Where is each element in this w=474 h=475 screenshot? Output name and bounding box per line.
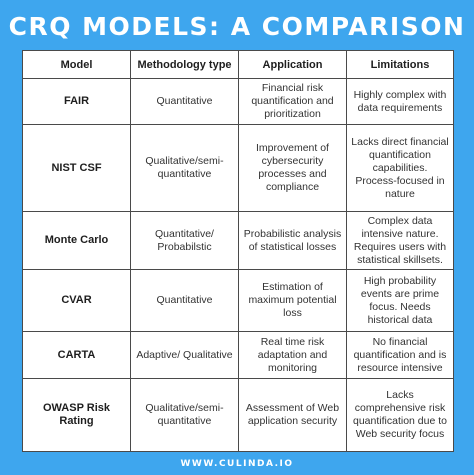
- model-cell: Monte Carlo: [22, 211, 131, 270]
- header-application: Application: [238, 50, 347, 79]
- application-cell: Probabilistic analysis of statistical lo…: [238, 211, 347, 270]
- table-row: CARTA Adaptive/ Qualitative Real time ri…: [22, 331, 454, 379]
- model-cell: OWASP Risk Rating: [22, 378, 131, 452]
- table-row: OWASP Risk Rating Qualitative/semi-quant…: [22, 378, 454, 452]
- header-model: Model: [22, 50, 131, 79]
- comparison-table: Model Methodology type Application Limit…: [22, 50, 454, 452]
- methodology-cell: Quantitative: [130, 269, 239, 332]
- methodology-cell: Qualitative/semi-quantitative: [130, 378, 239, 452]
- limitations-cell: Complex data intensive nature. Requires …: [346, 211, 454, 270]
- limitations-cell: High probability events are prime focus.…: [346, 269, 454, 332]
- table-row: FAIR Quantitative Financial risk quantif…: [22, 78, 454, 125]
- table-row: NIST CSF Qualitative/semi-quantitative I…: [22, 124, 454, 212]
- header-methodology-type: Methodology type: [130, 50, 239, 79]
- model-cell: NIST CSF: [22, 124, 131, 212]
- limitations-cell: No financial quantification and is resou…: [346, 331, 454, 379]
- limitations-cell: Lacks direct financial quantification ca…: [346, 124, 454, 212]
- model-cell: CVAR: [22, 269, 131, 332]
- model-cell: CARTA: [22, 331, 131, 379]
- table-row: Monte Carlo Quantitative/ Probabilstic P…: [22, 211, 454, 270]
- application-cell: Real time risk adaptation and monitoring: [238, 331, 347, 379]
- limitations-cell: Lacks comprehensive risk quantification …: [346, 378, 454, 452]
- header-limitations: Limitations: [346, 50, 454, 79]
- limitations-cell: Highly complex with data requirements: [346, 78, 454, 125]
- model-cell: FAIR: [22, 78, 131, 125]
- page-title: CRQ MODELS: A COMPARISON: [8, 12, 466, 41]
- application-cell: Estimation of maximum potential loss: [238, 269, 347, 332]
- methodology-cell: Qualitative/semi-quantitative: [130, 124, 239, 212]
- methodology-cell: Quantitative: [130, 78, 239, 125]
- application-cell: Assessment of Web application security: [238, 378, 347, 452]
- table-row: CVAR Quantitative Estimation of maximum …: [22, 269, 454, 332]
- application-cell: Financial risk quantification and priori…: [238, 78, 347, 125]
- footer-website: WWW.CULINDA.IO: [180, 459, 294, 469]
- methodology-cell: Adaptive/ Qualitative: [130, 331, 239, 379]
- table-header-row: Model Methodology type Application Limit…: [22, 50, 454, 79]
- methodology-cell: Quantitative/ Probabilstic: [130, 211, 239, 270]
- application-cell: Improvement of cybersecurity processes a…: [238, 124, 347, 212]
